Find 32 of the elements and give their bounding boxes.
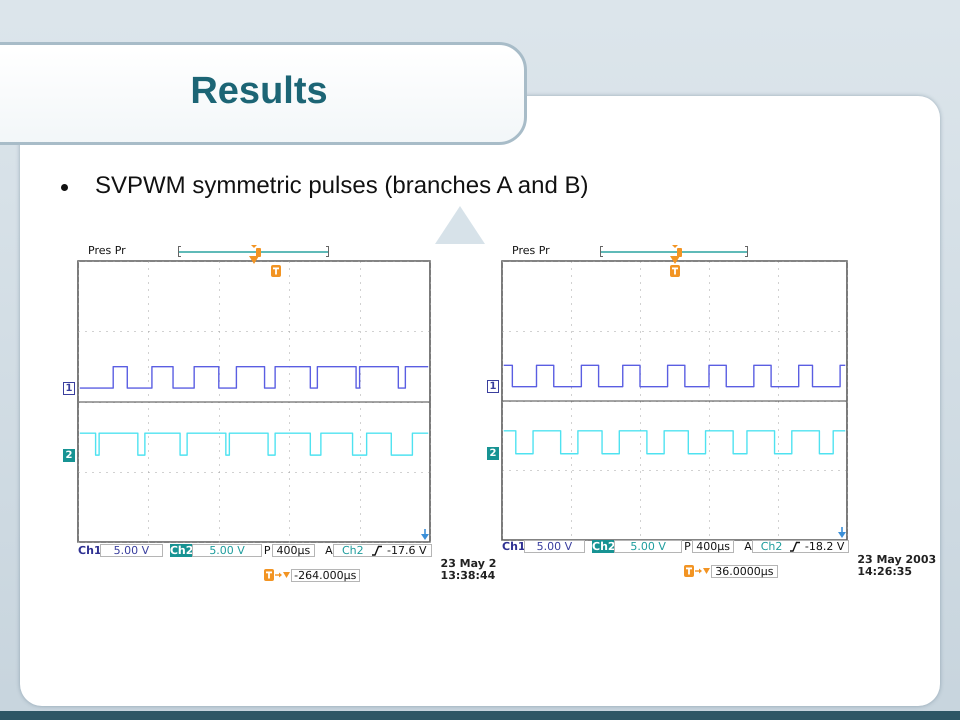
text: 13:38:44: [440, 569, 496, 582]
text: A: [325, 544, 333, 557]
text: P: [264, 544, 270, 557]
series-label: 2: [63, 448, 75, 462]
series-label: 2: [487, 447, 499, 460]
text: 36.0000µs: [710, 565, 778, 578]
text: 5.00 V: [100, 544, 163, 557]
chart-subtitle: SVPWM symmetric pulses (branches A and B): [95, 172, 588, 200]
text: 400µs: [692, 540, 734, 553]
text: P: [684, 540, 691, 553]
text: Ch1: [502, 540, 526, 553]
text: 400µs: [272, 544, 315, 557]
text: Ch2: [170, 544, 194, 557]
text: -17.6 V: [387, 544, 427, 557]
series-label: 1: [63, 382, 75, 395]
text: 23 May 2: [440, 557, 496, 570]
text: 5.00 V: [536, 540, 572, 553]
text: Ch2: [760, 540, 782, 553]
series-label: 1: [487, 380, 499, 394]
text: 5.00 V: [614, 540, 682, 553]
text: A: [744, 540, 752, 553]
text: Ch1: [78, 544, 102, 557]
text: -264.000µs: [290, 569, 360, 582]
chart-title: Results: [189, 69, 329, 114]
text: -18.2 V: [804, 540, 844, 553]
text: 14:26:35: [857, 565, 912, 578]
text: 5.00 V: [192, 544, 262, 557]
text: 23 May 2003: [857, 553, 936, 566]
text: Ch2: [342, 544, 364, 557]
text: Ch2: [592, 540, 616, 553]
text: Pres Pr: [512, 244, 550, 257]
text: Pres Pr: [88, 244, 126, 257]
